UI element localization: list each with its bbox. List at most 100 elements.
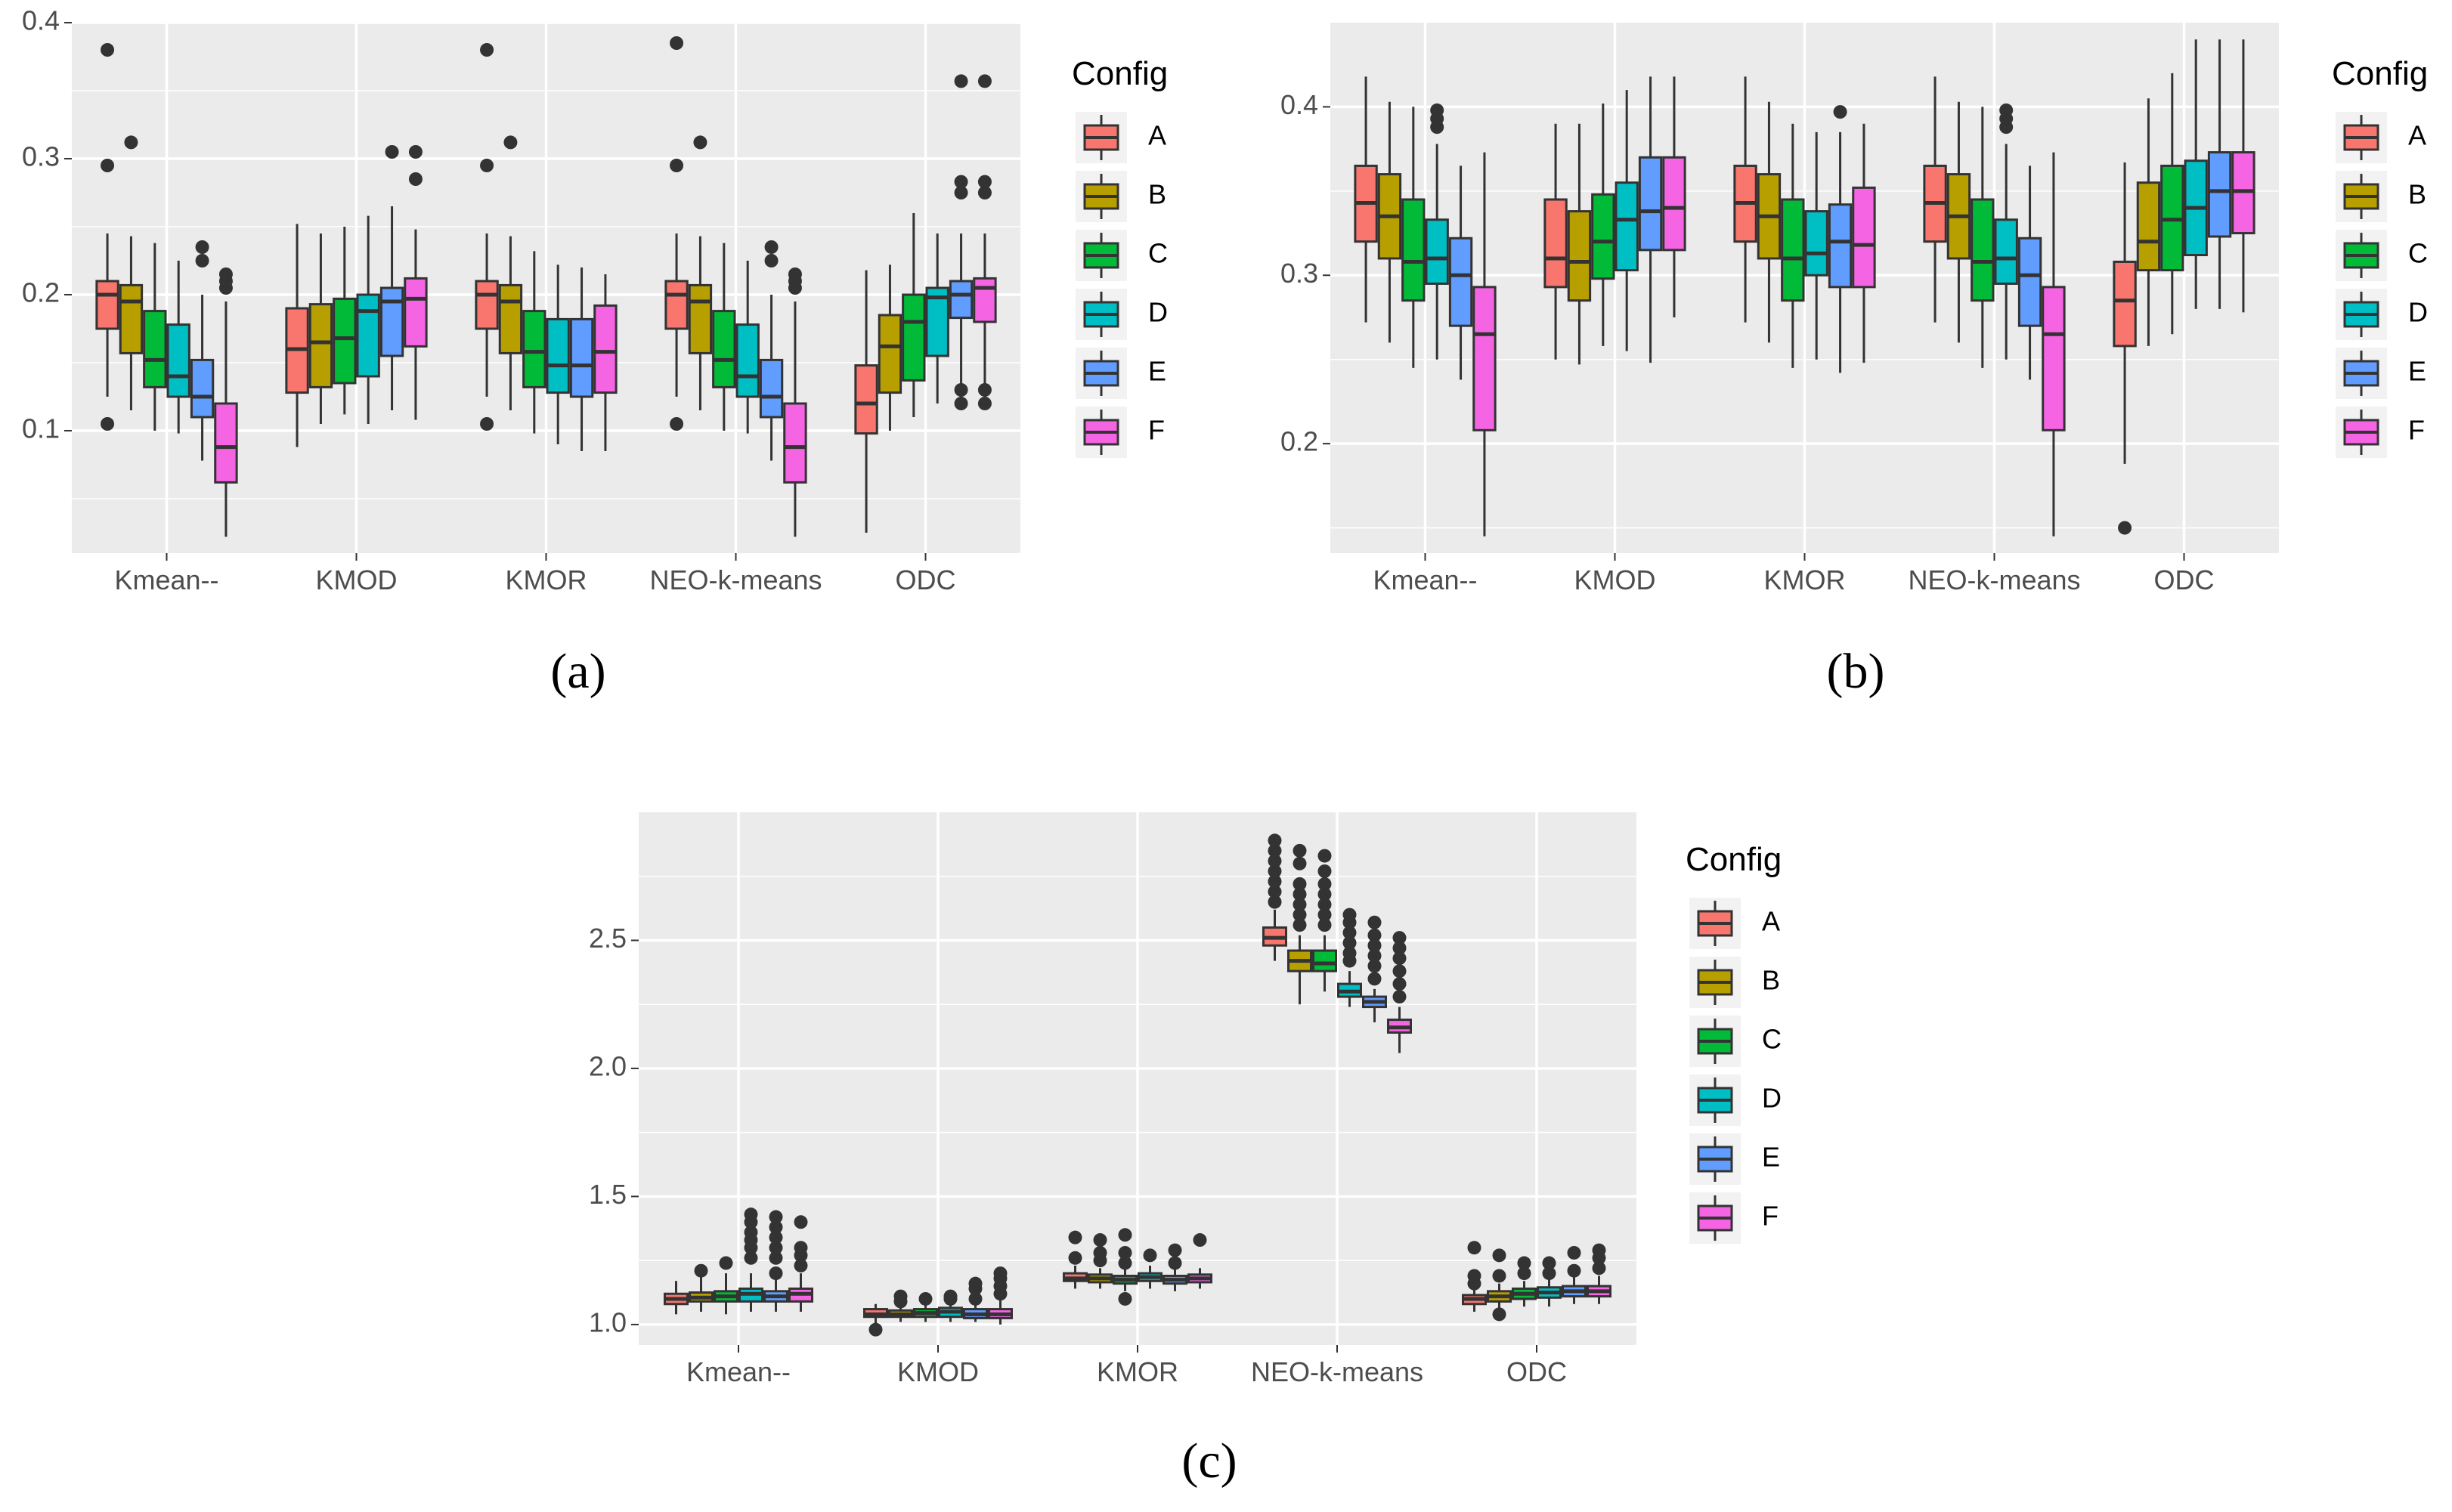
outlier-point — [744, 1207, 758, 1222]
box-B — [308, 233, 333, 424]
box-F — [1187, 1233, 1212, 1289]
box-body — [973, 277, 997, 323]
box-A — [95, 43, 119, 431]
outlier-point — [977, 397, 992, 410]
y-tick-label: 0.3 — [22, 141, 60, 172]
outlier-point — [1342, 908, 1357, 922]
box-body — [2207, 151, 2232, 238]
outlier-point — [1068, 1230, 1082, 1245]
outlier-point — [1293, 877, 1307, 891]
outlier-point — [101, 159, 115, 172]
outlier-point — [764, 240, 779, 254]
subfigure-caption: (c) — [1181, 1433, 1237, 1489]
box-E — [763, 1210, 788, 1312]
box-body — [143, 310, 167, 388]
legend-label-A: A — [1148, 120, 1166, 151]
outlier-point — [1268, 864, 1282, 878]
box-F — [1387, 931, 1412, 1053]
outlier-point — [1317, 864, 1332, 878]
box-C — [143, 243, 167, 431]
outlier-point — [101, 417, 115, 431]
legend-label-B: B — [1762, 965, 1780, 996]
box-A — [664, 1281, 689, 1315]
outlier-point — [1317, 918, 1332, 932]
outlier-point — [1467, 1269, 1481, 1283]
outlier-point — [1342, 946, 1357, 960]
outlier-point — [1517, 1266, 1531, 1281]
outlier-point — [794, 1241, 808, 1255]
outlier-point — [1367, 915, 1382, 929]
outlier-point — [1542, 1266, 1556, 1281]
x-tick-label: KMOR — [1097, 1356, 1178, 1387]
box-C — [1781, 123, 1805, 368]
outlier-point — [1492, 1307, 1506, 1322]
subfigure-caption: (b) — [1827, 644, 1885, 699]
box-B — [1377, 101, 1402, 343]
box-body — [712, 310, 736, 388]
box-C — [2160, 73, 2184, 335]
legend-label-F: F — [1148, 415, 1165, 446]
box-A — [1462, 1241, 1487, 1312]
box-C — [1512, 1256, 1537, 1307]
box-body — [190, 358, 215, 419]
box-body — [1638, 156, 1663, 252]
outlier-point — [794, 1258, 808, 1272]
outlier-point — [1392, 941, 1407, 955]
box-B — [119, 135, 144, 410]
outlier-point — [954, 383, 968, 397]
outlier-point — [1367, 959, 1382, 973]
box-body — [759, 358, 784, 419]
outlier-point — [1367, 972, 1382, 986]
box-body — [95, 280, 119, 330]
box-body — [2017, 237, 2042, 327]
box-body — [1615, 181, 1639, 272]
box-C — [1591, 103, 1615, 346]
box-A — [1063, 1230, 1088, 1289]
outlier-point — [218, 267, 233, 281]
outlier-point — [1268, 833, 1282, 848]
outlier-point — [480, 43, 494, 57]
outlier-point — [1118, 1256, 1132, 1270]
box-A — [863, 1303, 888, 1337]
outlier-point — [1317, 908, 1332, 922]
box-D — [1138, 1248, 1163, 1289]
outlier-point — [1268, 843, 1282, 858]
box-A — [285, 224, 309, 447]
box-body — [593, 304, 618, 394]
box-B — [1757, 101, 1782, 343]
box-D — [356, 215, 380, 424]
outlier-point — [670, 159, 684, 172]
box-body — [783, 402, 807, 484]
outlier-point — [1392, 964, 1407, 979]
outlier-point — [1268, 895, 1282, 909]
outlier-point — [503, 135, 518, 150]
chart-panel-2: 1.0 1.5 2.0 2.5 Kmean-- KMOD KMOR NEO-k-means OD… — [589, 812, 1782, 1489]
box-A — [1923, 76, 1947, 323]
outlier-point — [385, 145, 399, 159]
outlier-point — [1833, 105, 1847, 119]
y-tick-label: 1.0 — [589, 1306, 627, 1337]
box-body — [2113, 260, 2137, 348]
outlier-point — [977, 186, 992, 199]
box-body — [2136, 181, 2161, 272]
box-body — [878, 314, 902, 394]
box-D — [938, 1289, 963, 1322]
y-tick-label: 0.4 — [22, 5, 60, 36]
box-C — [1113, 1228, 1138, 1306]
outlier-point — [1093, 1233, 1107, 1248]
x-tick-label: NEO-k-means — [1908, 564, 2080, 595]
legend-title: Config — [1072, 55, 1168, 92]
box-F — [973, 74, 997, 410]
outlier-point — [764, 254, 779, 267]
outlier-point — [977, 383, 992, 397]
outlier-point — [1317, 898, 1332, 912]
outlier-point — [1592, 1243, 1606, 1257]
x-tick-label: NEO-k-means — [1251, 1356, 1423, 1387]
box-E — [1638, 76, 1663, 363]
box-D — [735, 261, 760, 434]
box-body — [522, 310, 546, 388]
box-F — [1852, 123, 1876, 363]
